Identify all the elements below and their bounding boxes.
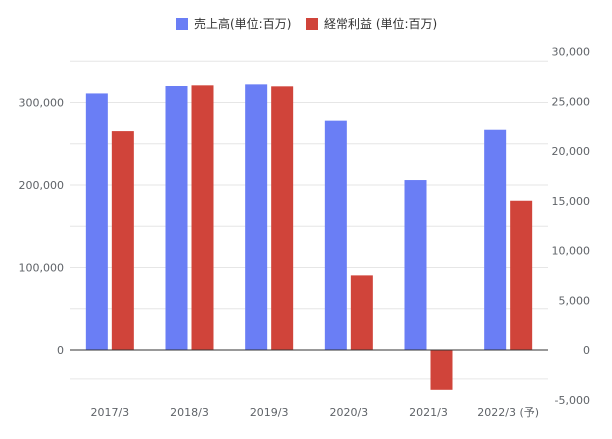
right-tick-label: 10,000	[552, 245, 591, 258]
x-axis-ticks: 2017/3 2018/3 2019/3 2020/3 2021/3 2022/3 (予)	[90, 406, 539, 419]
right-tick-label: 15,000	[552, 195, 591, 208]
legend: 売上高(単位:百万) 経常利益 (単位:百万)	[176, 16, 437, 31]
bar-sales-4	[404, 180, 427, 350]
bar-sales-0	[85, 93, 108, 351]
x-tick-label: 2018/3	[170, 406, 209, 419]
x-tick-label: 2021/3	[409, 406, 448, 419]
bar-ordinary-profit-5	[510, 200, 533, 350]
right-tick-label: 25,000	[552, 95, 591, 108]
legend-label-sales: 売上高(単位:百万)	[194, 16, 291, 31]
left-tick-label: 300,000	[19, 97, 65, 110]
right-tick-label: 30,000	[552, 46, 591, 59]
bar-sales-2	[245, 84, 268, 350]
left-axis-ticks: 0 100,000 200,000 300,000	[19, 97, 65, 358]
bar-ordinary-profit-2	[271, 86, 294, 350]
legend-swatch-ordinary-profit	[306, 18, 318, 30]
left-tick-label: 200,000	[19, 179, 65, 192]
grid-lines	[70, 60, 548, 380]
bar-sales-3	[324, 120, 347, 351]
bars	[85, 84, 533, 390]
x-tick-label: 2017/3	[90, 406, 129, 419]
bar-ordinary-profit-3	[350, 275, 373, 350]
right-axis-ticks: -5,000 0 5,000 10,000 15,000 20,000 25,000 30,0…	[552, 46, 591, 407]
right-tick-label: 0	[583, 344, 590, 357]
right-tick-label: 5,000	[559, 294, 591, 307]
legend-label-ordinary-profit: 経常利益 (単位:百万)	[324, 16, 437, 31]
left-tick-label: 100,000	[19, 262, 65, 275]
bar-sales-5	[484, 129, 507, 350]
bar-sales-1	[165, 86, 188, 350]
x-tick-label: 2019/3	[250, 406, 289, 419]
bar-ordinary-profit-1	[191, 85, 214, 350]
x-tick-label: 2022/3 (予)	[477, 406, 539, 419]
legend-swatch-sales	[176, 18, 188, 30]
bar-ordinary-profit-0	[111, 131, 134, 350]
right-tick-label: 20,000	[552, 145, 591, 158]
x-tick-label: 2020/3	[329, 406, 368, 419]
left-tick-label: 0	[57, 344, 64, 357]
right-tick-label: -5,000	[555, 394, 590, 407]
bar-ordinary-profit-4	[430, 350, 453, 390]
